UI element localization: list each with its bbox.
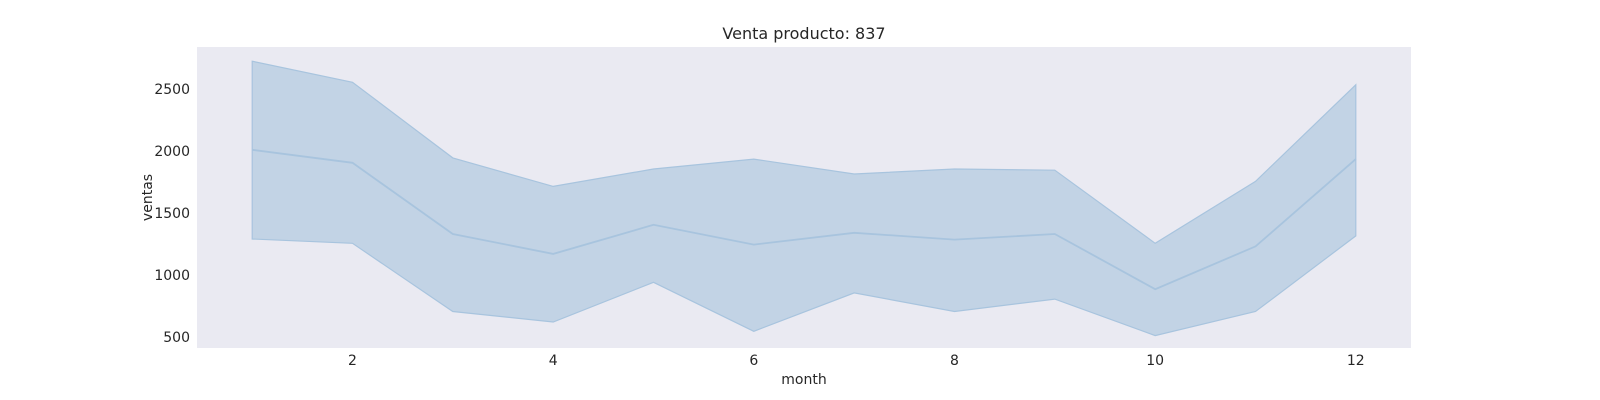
x-tick-label: 10 xyxy=(1146,353,1164,369)
chart-title: Venta producto: 837 xyxy=(722,24,885,43)
y-tick-label: 1000 xyxy=(154,268,190,284)
x-tick-label: 4 xyxy=(549,353,558,369)
series-line xyxy=(252,148,1357,291)
confidence-band xyxy=(251,60,1357,337)
x-tick-label: 6 xyxy=(749,353,758,369)
x-tick-label: 2 xyxy=(348,353,357,369)
y-axis-label: ventas xyxy=(140,174,156,221)
y-tick-label: 500 xyxy=(163,330,190,346)
x-axis-label: month xyxy=(781,372,826,388)
y-tick-label: 1500 xyxy=(154,206,190,222)
x-tick-label: 12 xyxy=(1347,353,1365,369)
x-tick-label: 8 xyxy=(950,353,959,369)
y-tick-label: 2000 xyxy=(154,144,190,160)
y-tick-label: 2500 xyxy=(154,82,190,98)
